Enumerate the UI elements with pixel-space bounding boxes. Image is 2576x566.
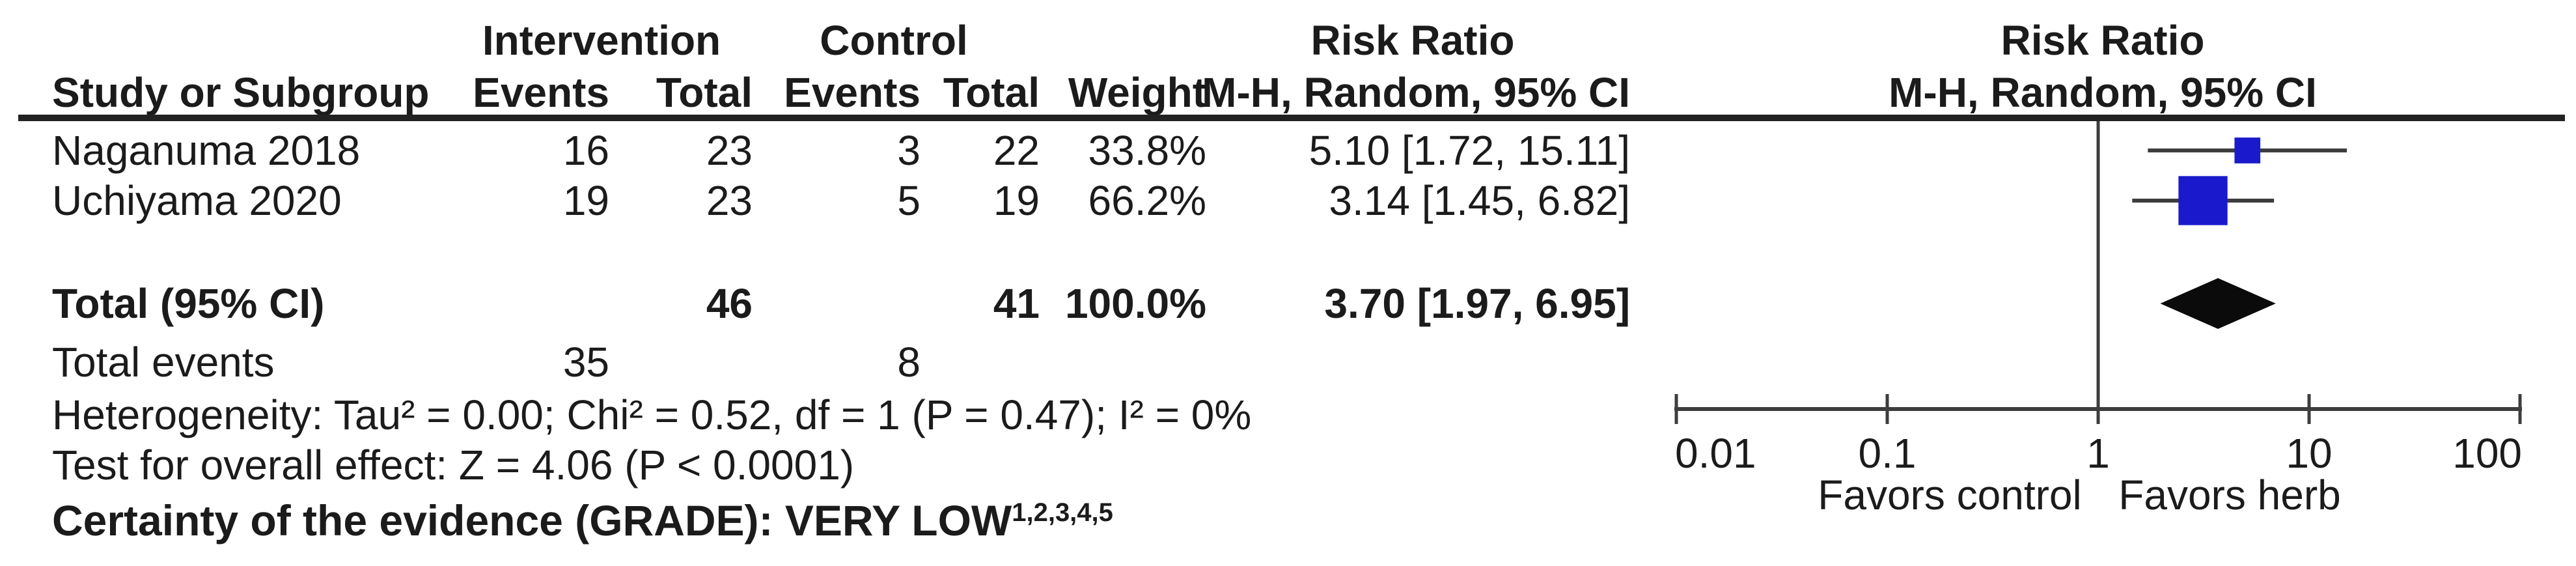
control-events-value: 5 <box>897 177 921 224</box>
intervention-total-value: 23 <box>706 127 753 174</box>
total-events-control: 8 <box>897 339 921 386</box>
x-axis-tick-label: 1 <box>2086 430 2110 477</box>
control-events-value: 3 <box>897 127 921 174</box>
weight-value: 66.2% <box>1088 177 1206 224</box>
control-total-value: 19 <box>993 177 1040 224</box>
x-axis-tick-label: 0.1 <box>1859 430 1917 477</box>
total-label: Total (95% CI) <box>52 280 325 327</box>
col-group-intervention: Intervention <box>482 17 721 64</box>
total-weight: 100.0% <box>1064 280 1206 327</box>
col-header-weight: Weight <box>1068 69 1206 116</box>
risk-ratio-value: 3.14 [1.45, 6.82] <box>1329 177 1630 224</box>
study-name: Naganuma 2018 <box>52 127 361 174</box>
col-header-intervention-total: Total <box>656 69 753 116</box>
risk-ratio-value: 5.10 [1.72, 15.11] <box>1309 127 1630 174</box>
col-header-control-total: Total <box>943 69 1040 116</box>
favors-control-label: Favors control <box>1818 472 2081 518</box>
study-marker-square <box>2234 137 2261 163</box>
overall-effect-note: Test for overall effect: Z = 4.06 (P < 0… <box>52 442 855 488</box>
col-header-mh-ci-text: M-H, Random, 95% CI <box>1202 69 1630 116</box>
x-axis-tick-label: 100 <box>2452 430 2522 477</box>
total-events-intervention: 35 <box>562 339 609 386</box>
col-header-intervention-events: Events <box>473 69 609 116</box>
col-group-control: Control <box>820 17 968 64</box>
intervention-events-value: 19 <box>562 177 609 224</box>
total-control-total: 41 <box>993 280 1040 327</box>
weight-value: 33.8% <box>1088 127 1206 174</box>
study-name: Uchiyama 2020 <box>52 177 342 224</box>
pooled-diamond <box>2160 278 2276 329</box>
certainty-text: Certainty of the evidence (GRADE): VERY … <box>52 496 1012 545</box>
col-header-control-events: Events <box>784 69 921 116</box>
favors-herb-label: Favors herb <box>2118 472 2340 518</box>
total-risk-ratio: 3.70 [1.97, 6.95] <box>1324 280 1630 327</box>
col-header-study: Study or Subgroup <box>52 69 430 116</box>
header-rule <box>18 115 2565 121</box>
certainty-superscript: 1,2,3,4,5 <box>1012 498 1113 527</box>
x-axis-tick-label: 10 <box>2286 430 2332 477</box>
col-group-risk-ratio-text: Risk Ratio <box>1310 17 1515 64</box>
intervention-events-value: 16 <box>562 127 609 174</box>
total-events-label: Total events <box>52 339 275 386</box>
col-header-mh-ci-plot: M-H, Random, 95% CI <box>1889 69 2317 116</box>
x-axis-tick-label: 0.01 <box>1675 430 1756 477</box>
study-marker-square <box>2178 176 2228 225</box>
control-total-value: 22 <box>993 127 1040 174</box>
certainty-note: Certainty of the evidence (GRADE): VERY … <box>52 499 1113 542</box>
total-intervention-total: 46 <box>706 280 753 327</box>
intervention-total-value: 23 <box>706 177 753 224</box>
col-group-risk-ratio-plot: Risk Ratio <box>2001 17 2205 64</box>
heterogeneity-note: Heterogeneity: Tau² = 0.00; Chi² = 0.52,… <box>52 391 1252 438</box>
